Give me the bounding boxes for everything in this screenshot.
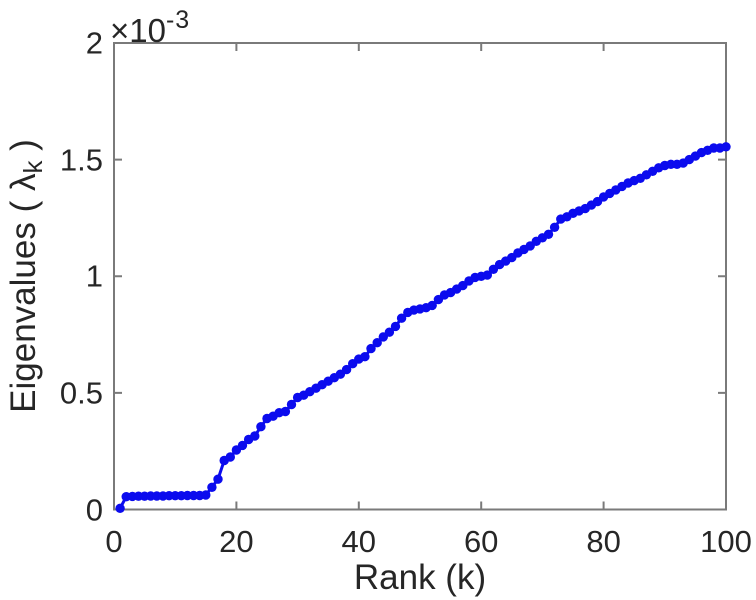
data-point-marker: [201, 490, 211, 500]
ylabel-subscript: k: [18, 160, 48, 174]
data-point-marker: [427, 300, 437, 311]
data-point-marker: [360, 352, 370, 362]
y-tick-label: 0.5: [59, 375, 103, 411]
data-point-marker: [390, 321, 401, 332]
offset-exponent: -3: [165, 6, 191, 34]
data-point-marker: [341, 364, 352, 375]
x-tick-label: 60: [463, 524, 499, 559]
y-tick-label: 0: [85, 492, 103, 527]
data-point-marker: [721, 142, 731, 152]
data-point-marker: [286, 399, 297, 410]
x-axis-label: Rank (k): [353, 558, 487, 597]
data-point-marker: [366, 343, 376, 354]
data-point-marker: [225, 452, 235, 462]
data-point-marker: [396, 313, 407, 323]
data-point-marker: [372, 338, 382, 348]
y-tick-label: 2: [85, 25, 103, 61]
y-axis-exponent-label: ×10-3: [110, 6, 191, 49]
data-point-marker: [213, 474, 223, 484]
data-point-marker: [250, 431, 260, 441]
y-axis-label: Eigenvalues ( λk ): [4, 139, 48, 413]
x-tick-label: 80: [586, 524, 621, 559]
data-point-marker: [384, 327, 395, 337]
x-tick-label: 100: [700, 524, 752, 559]
lambda-symbol: λ: [4, 173, 43, 192]
plot-area-border: [113, 42, 727, 511]
data-point-marker: [237, 440, 248, 451]
data-point-marker: [115, 503, 125, 513]
eigenvalue-series-line: [118, 145, 728, 510]
data-point-marker: [543, 229, 554, 239]
ylabel-suffix: ): [4, 139, 43, 161]
offset-multiplier: ×10: [110, 12, 166, 49]
data-point-marker: [280, 406, 291, 417]
x-tick-label: 0: [105, 524, 123, 559]
y-tick-label: 1.5: [59, 142, 103, 178]
ylabel-prefix: Eigenvalues (: [4, 191, 43, 413]
x-tick-label: 40: [341, 524, 377, 559]
data-point-marker: [549, 222, 560, 232]
y-tick-label: 1: [85, 258, 103, 294]
data-point-marker: [207, 482, 217, 492]
data-point-marker: [482, 270, 492, 280]
data-point-marker: [256, 422, 266, 432]
x-tick-label: 20: [219, 524, 254, 559]
